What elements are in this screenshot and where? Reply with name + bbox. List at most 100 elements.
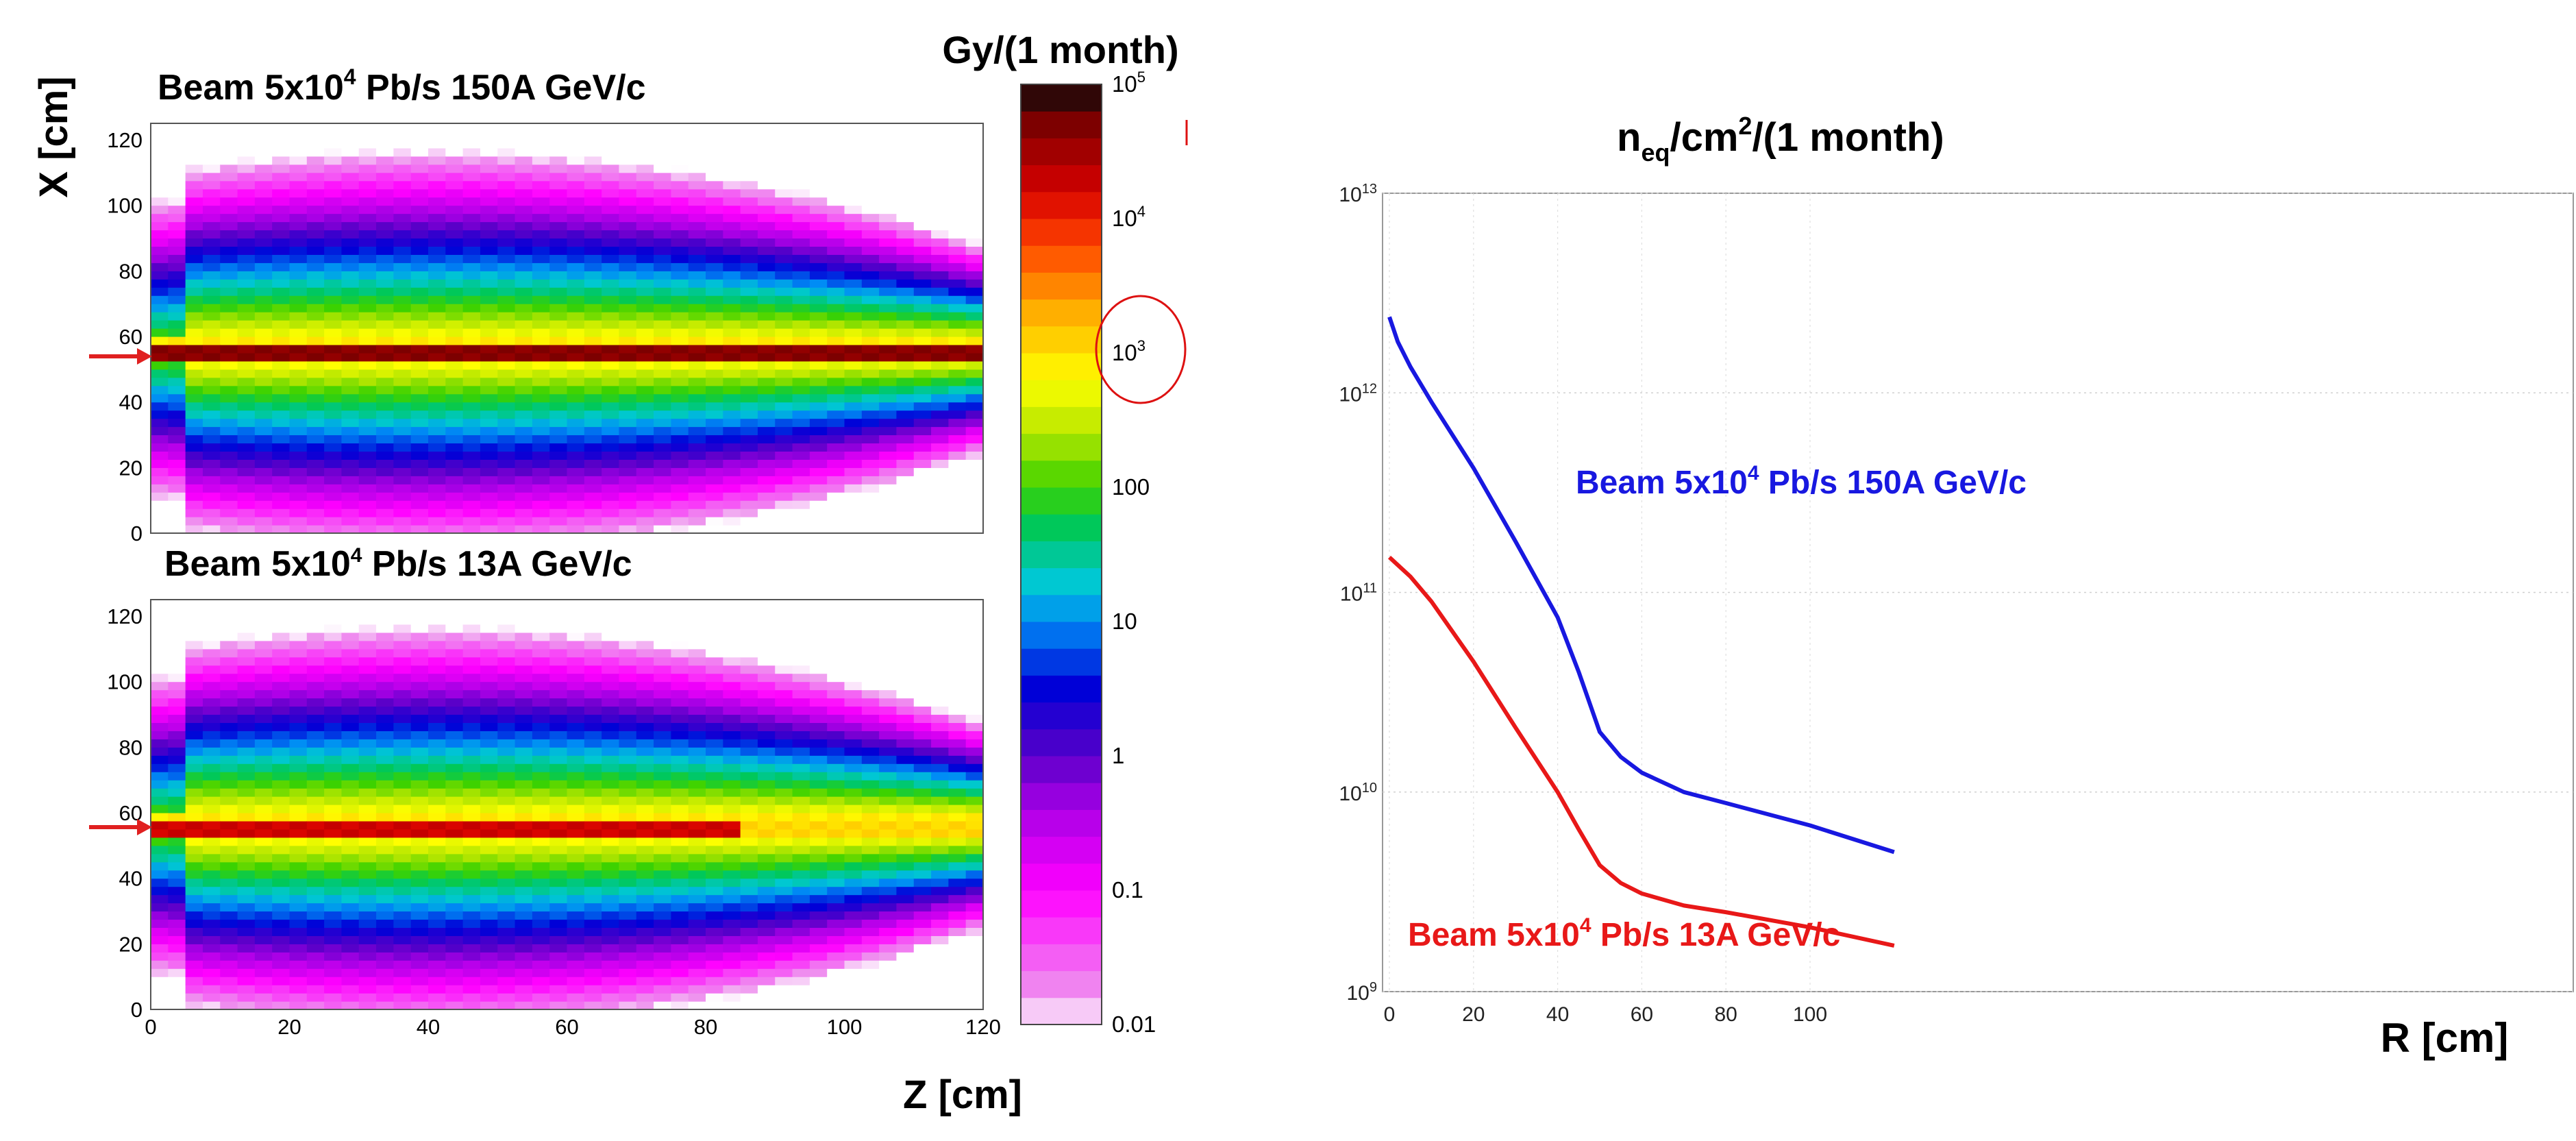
- heatmap-cell: [879, 254, 897, 263]
- heatmap-cell: [844, 271, 863, 280]
- heatmap-cell: [532, 320, 550, 329]
- heatmap-cell: [931, 492, 949, 501]
- heatmap-cell: [740, 360, 758, 370]
- heatmap-cell: [896, 665, 915, 674]
- heatmap-cell: [636, 139, 654, 149]
- heatmap-cell: [861, 878, 880, 887]
- heatmap-cell: [913, 164, 932, 173]
- heatmap-cell: [358, 139, 377, 149]
- heatmap-cell: [376, 689, 394, 699]
- heatmap-cell: [913, 788, 932, 797]
- heatmap-cell: [654, 164, 671, 173]
- heatmap-cell: [254, 418, 273, 428]
- heatmap-cell: [462, 780, 481, 789]
- heatmap-cell: [428, 369, 446, 378]
- heatmap-cell: [723, 870, 741, 879]
- heatmap-cell: [306, 780, 325, 789]
- heatmap-cell: [809, 731, 828, 739]
- heatmap-cell: [515, 714, 533, 723]
- heatmap-cell: [861, 739, 880, 748]
- heatmap-cell: [636, 172, 654, 182]
- heatmap-cell: [306, 377, 325, 387]
- heatmap-cell: [879, 328, 897, 337]
- heatmap-cell: [965, 492, 984, 501]
- heatmap-cell: [480, 205, 498, 214]
- heatmap-cell: [410, 525, 429, 534]
- heatmap-cell: [168, 706, 186, 715]
- heatmap-cell: [324, 426, 343, 436]
- heatmap-cell: [879, 648, 897, 658]
- heatmap-cell: [151, 451, 169, 460]
- heatmap-cell: [202, 837, 221, 846]
- heatmap-cell: [532, 402, 550, 411]
- heatmap-cell: [410, 352, 429, 362]
- heatmap-cell: [306, 328, 325, 337]
- heatmap-cell: [393, 780, 412, 789]
- heatmap-cell: [202, 443, 221, 452]
- heatmap-cell: [792, 853, 810, 863]
- heatmap-cell: [306, 861, 325, 871]
- heatmap-cell: [237, 304, 256, 312]
- heatmap-cell: [445, 262, 464, 271]
- heatmap-cell: [324, 164, 343, 173]
- heatmap-cell: [965, 944, 984, 953]
- heatmap-cell: [775, 722, 793, 731]
- heatmap-cell: [549, 304, 568, 312]
- heatmap-cell: [706, 919, 723, 928]
- heatmap-cell: [584, 459, 602, 468]
- heatmap-cell: [393, 739, 412, 748]
- heatmap-cell: [896, 935, 915, 944]
- heatmap-cell: [254, 845, 273, 855]
- heatmap-cell: [376, 279, 394, 288]
- heatmap-cell: [445, 156, 464, 165]
- heatmap-cell: [913, 279, 932, 288]
- heatmap-cell: [497, 369, 516, 378]
- heatmap-cell: [376, 336, 394, 345]
- heatmap-cell: [480, 739, 498, 748]
- heatmap-cell: [428, 935, 446, 944]
- heatmap-cell: [515, 911, 533, 920]
- heatmap-cell: [480, 451, 498, 460]
- heatmap-cell: [272, 500, 290, 509]
- heatmap-cell: [289, 935, 308, 944]
- heatmap-cell: [289, 262, 308, 271]
- heatmap-cell: [410, 147, 429, 157]
- heatmap-cell: [376, 731, 394, 739]
- heatmap-cell: [532, 665, 550, 674]
- heatmap-cell: [636, 698, 654, 707]
- heatmap-cell: [775, 418, 793, 428]
- heatmap-cell: [636, 369, 654, 378]
- heatmap-cell: [445, 968, 464, 977]
- heatmap-cell: [879, 467, 897, 476]
- heatmap-cell: [792, 673, 810, 683]
- heatmap-cell: [202, 944, 221, 953]
- heatmap-cell: [376, 221, 394, 231]
- heatmap-cell: [861, 484, 880, 493]
- heatmap-cell: [636, 796, 654, 805]
- heatmap-cell: [358, 147, 377, 157]
- heatmap-cell: [341, 295, 360, 304]
- heatmap-cell: [913, 993, 932, 1002]
- heatmap-cell: [532, 985, 550, 994]
- heatmap-cell: [532, 451, 550, 460]
- heatmap-cell: [688, 434, 706, 444]
- heatmap-cell: [202, 525, 221, 534]
- heatmap-cell: [376, 927, 394, 936]
- heatmap-cell: [532, 500, 550, 509]
- heatmap-cell: [151, 805, 169, 813]
- heatmap-cell: [376, 500, 394, 509]
- heatmap-cell: [237, 747, 256, 756]
- heatmap-cell: [254, 911, 273, 920]
- heatmap-cell: [965, 328, 984, 337]
- heatmap-cell: [202, 476, 221, 484]
- heatmap-cell: [671, 213, 689, 223]
- heatmap-cell: [948, 845, 967, 855]
- heatmap-cell: [358, 426, 377, 436]
- heatmap-cell: [428, 205, 446, 214]
- heatmap-cell: [809, 870, 828, 879]
- heatmap-cell: [619, 624, 637, 633]
- heatmap-cell: [584, 360, 602, 370]
- heatmap-cell: [358, 402, 377, 411]
- heatmap-cell: [515, 861, 533, 871]
- heatmap-cell: [185, 443, 203, 452]
